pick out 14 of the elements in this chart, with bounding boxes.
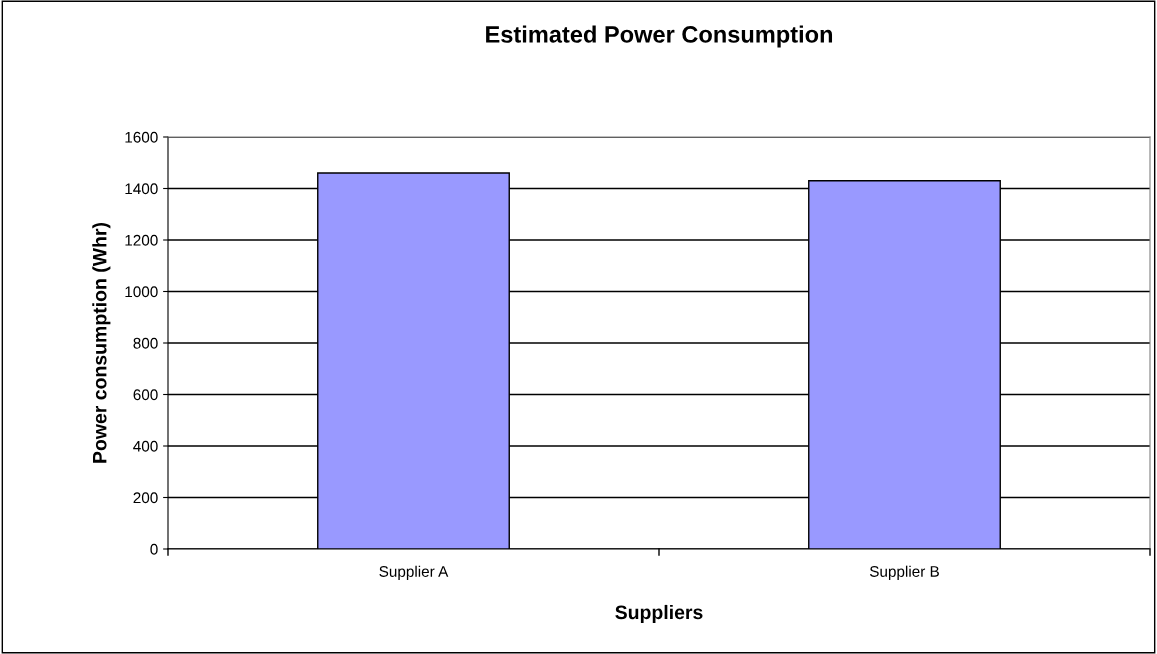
y-tick-label: 200: [133, 492, 158, 504]
chart-title: Estimated Power Consumption: [486, 25, 833, 48]
x-axis-title: Suppliers: [615, 604, 703, 624]
x-tick-label: Supplier A: [379, 565, 449, 580]
y-tick-label: 1200: [125, 234, 158, 246]
y-tick-label: 1400: [125, 183, 158, 195]
x-tick-label: Supplier B: [869, 565, 939, 580]
y-tick-label: 400: [133, 440, 158, 452]
y-tick-label: 1600: [125, 131, 158, 143]
y-tick-label: 0: [150, 543, 158, 555]
y-tick-label: 800: [133, 337, 158, 349]
y-tick-label: 600: [133, 389, 158, 401]
y-tick-label: 1000: [125, 286, 158, 298]
y-axis-title: Power consumption (Whr): [92, 222, 111, 463]
